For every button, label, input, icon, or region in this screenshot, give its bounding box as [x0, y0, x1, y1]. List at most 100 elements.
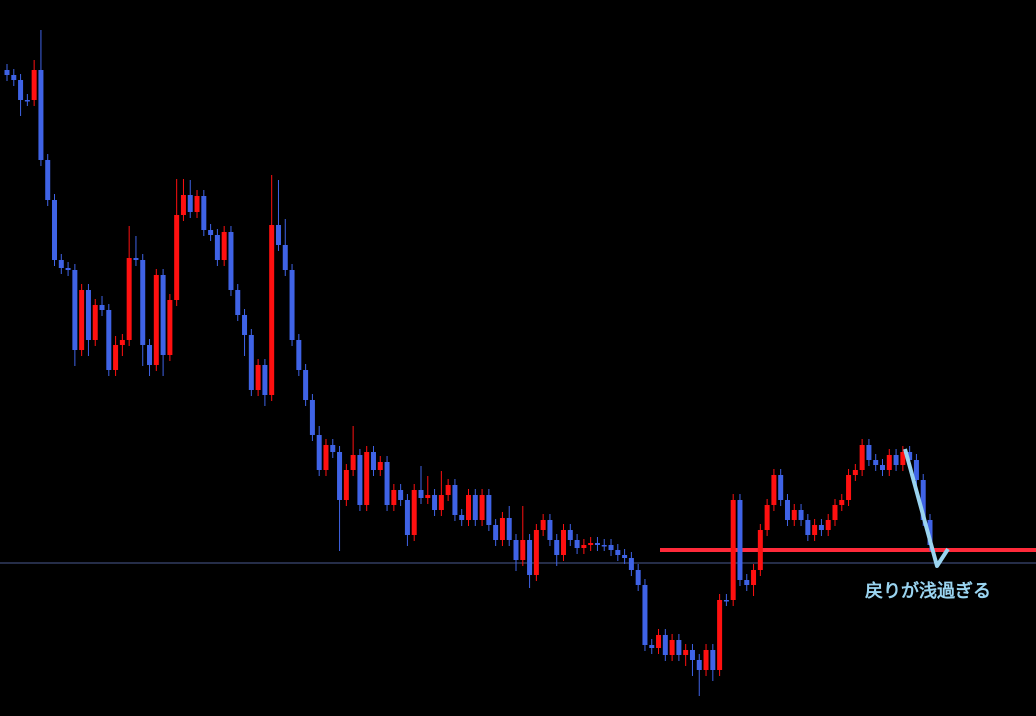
- candle-body: [920, 480, 926, 520]
- candle-body: [133, 258, 139, 260]
- candle-body: [187, 195, 193, 212]
- candle-body: [520, 540, 526, 560]
- candle-body: [92, 305, 98, 340]
- candle-body: [771, 475, 777, 505]
- candle-body: [486, 495, 492, 525]
- candle-body: [879, 465, 885, 470]
- candle-body: [201, 196, 207, 230]
- candle-body: [343, 470, 349, 500]
- candle-body: [85, 290, 91, 340]
- candle-body: [513, 540, 519, 560]
- candle-body: [275, 225, 281, 245]
- annotation-arrow: [903, 448, 950, 568]
- candle-body: [757, 530, 763, 570]
- candle-body: [798, 510, 804, 520]
- candle-body: [262, 365, 268, 395]
- candle-body: [235, 290, 241, 315]
- candle-body: [696, 660, 702, 670]
- candle-body: [656, 635, 662, 648]
- candle-body: [208, 230, 214, 235]
- candle-body: [18, 80, 24, 100]
- plot-area: [0, 30, 1036, 696]
- candle-body: [452, 485, 458, 515]
- candle-body: [99, 305, 105, 310]
- candle-body: [466, 495, 471, 520]
- candle-body: [445, 485, 451, 495]
- candle-body: [913, 460, 919, 480]
- candle-body: [533, 530, 539, 575]
- candle-body: [642, 585, 648, 645]
- candle-body: [11, 75, 17, 80]
- candle-body: [323, 445, 329, 470]
- candle-body: [337, 452, 343, 500]
- candle-body: [364, 452, 370, 505]
- candle-body: [927, 520, 933, 545]
- candle-body: [764, 505, 770, 530]
- candle-body: [479, 495, 485, 520]
- candle-body: [377, 462, 383, 470]
- candle-body: [255, 365, 261, 390]
- candle-body: [676, 640, 682, 655]
- candle-body: [269, 225, 275, 395]
- candle-body: [554, 540, 560, 555]
- candle-body: [296, 340, 302, 370]
- candle-body: [737, 500, 743, 580]
- candle-body: [588, 543, 594, 545]
- candle-body: [472, 495, 478, 520]
- candle-body: [499, 518, 505, 540]
- candle-body: [65, 268, 71, 270]
- candle-body: [493, 525, 499, 540]
- candle-body: [404, 500, 410, 535]
- candle-body: [418, 490, 424, 498]
- candle-body: [228, 232, 234, 290]
- candle-body: [119, 340, 125, 345]
- candle-body: [601, 545, 607, 547]
- candle-body: [242, 315, 248, 335]
- candle-body: [703, 650, 709, 670]
- candle-body: [221, 232, 227, 260]
- candle-body: [561, 530, 567, 555]
- candle-body: [106, 310, 112, 370]
- candle-body: [113, 345, 119, 370]
- candle-body: [730, 500, 736, 600]
- candle-body: [812, 525, 818, 535]
- candle-body: [350, 455, 356, 470]
- candle-body: [126, 258, 132, 340]
- candle-body: [900, 452, 906, 465]
- candle-body: [594, 543, 600, 545]
- candle-body: [391, 490, 397, 505]
- candle-body: [615, 550, 621, 555]
- candle-body: [859, 445, 865, 470]
- candle-body: [289, 270, 295, 340]
- candle-body: [31, 70, 37, 100]
- candle-body: [4, 70, 10, 75]
- candle-body: [540, 520, 546, 530]
- candle-body: [832, 505, 838, 520]
- candle-body: [893, 455, 899, 465]
- candle-body: [384, 462, 390, 505]
- candle-body: [839, 500, 845, 505]
- candle-body: [194, 196, 200, 212]
- candle-body: [174, 215, 180, 300]
- candle-body: [717, 600, 723, 670]
- candle-body: [886, 455, 892, 470]
- candle-body: [330, 445, 336, 452]
- candle-body: [744, 580, 750, 585]
- candle-body: [438, 495, 444, 510]
- candle-body: [581, 545, 587, 548]
- candle-body: [282, 245, 288, 270]
- candle-body: [649, 645, 655, 648]
- candle-body: [778, 475, 784, 500]
- candle-body: [825, 520, 831, 530]
- candle-body: [683, 650, 689, 655]
- candle-body: [370, 452, 376, 470]
- candle-body: [710, 650, 716, 670]
- candle-body: [866, 445, 872, 460]
- candle-body: [147, 345, 153, 365]
- candle-body: [248, 335, 254, 390]
- candle-body: [52, 200, 58, 260]
- candle-body: [669, 640, 675, 655]
- candle-body: [411, 490, 417, 535]
